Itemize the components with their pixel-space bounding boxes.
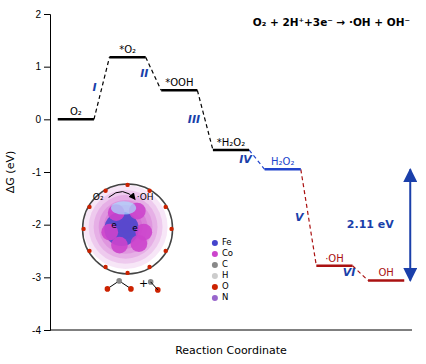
inset-dot xyxy=(169,227,173,231)
inset-dot xyxy=(125,183,129,187)
element-label: H xyxy=(222,270,228,280)
y-tick-label: 2 xyxy=(35,9,41,20)
level-label: *OOH xyxy=(165,77,193,88)
inset-text: e xyxy=(132,223,138,233)
element-swatch xyxy=(212,273,218,279)
inset-shell xyxy=(89,190,163,264)
element-swatch xyxy=(212,295,218,301)
element-label: N xyxy=(222,292,228,302)
inset-atom xyxy=(128,286,134,292)
y-tick-label: -1 xyxy=(32,167,41,178)
element-swatch xyxy=(212,240,218,246)
element-swatch xyxy=(212,262,218,268)
level-label: *O₂ xyxy=(119,44,136,55)
level xyxy=(109,56,145,59)
inset-sphere xyxy=(111,237,128,254)
level-label: H₂O₂ xyxy=(271,156,294,167)
inset-sphere xyxy=(131,235,148,252)
y-tick-mark xyxy=(44,119,50,120)
labels: O₂*O₂*OOH*H₂O₂H₂O₂·OHOHIIIIIIIVVVI2.11 e… xyxy=(70,16,410,280)
y-tick-mark xyxy=(44,14,50,15)
inset-dot xyxy=(87,249,91,253)
element-label: Co xyxy=(222,248,233,258)
y-tick: -1 xyxy=(32,167,50,178)
level xyxy=(161,89,197,92)
y-tick: -2 xyxy=(32,219,50,230)
inset-text: O₂ xyxy=(93,192,104,202)
y-tick-label: -4 xyxy=(32,325,41,336)
level xyxy=(213,149,249,152)
inset-shell xyxy=(84,185,168,269)
inset-dot xyxy=(125,271,129,275)
y-tick: 2 xyxy=(35,9,50,20)
x-axis-title: Reaction Coordinate xyxy=(175,344,287,357)
inset-atom xyxy=(105,286,111,292)
step-label: VI xyxy=(343,266,356,279)
inset-cage xyxy=(83,184,173,274)
level xyxy=(368,279,404,282)
inset-bond xyxy=(151,282,158,290)
y-tick-label: -3 xyxy=(32,272,41,283)
element-swatch xyxy=(212,251,218,257)
marks xyxy=(58,57,404,280)
element-label: C xyxy=(222,259,228,269)
inset-dot xyxy=(147,265,151,269)
inset-text: ·OH xyxy=(137,192,154,202)
y-tick-label: 1 xyxy=(35,61,41,72)
inset-dot xyxy=(81,227,85,231)
inset-glow xyxy=(111,201,136,214)
inset-text: + xyxy=(139,277,148,290)
y-tick-label: 0 xyxy=(35,114,41,125)
y-tick: -4 xyxy=(32,325,50,336)
inset-atom xyxy=(116,278,122,284)
step-label: III xyxy=(188,113,200,126)
x-axis-line xyxy=(50,330,412,331)
gap-arrow xyxy=(409,169,411,280)
inset-dot xyxy=(163,249,167,253)
gap-label: 2.11 eV xyxy=(347,218,394,231)
step-label: IV xyxy=(239,153,253,166)
inset-dot xyxy=(103,265,107,269)
level-label: *H₂O₂ xyxy=(217,137,245,148)
chart: -4 -3 -2 -1 0 1 2 Reaction Coordinate ΔG (eV) O₂ *… xyxy=(0,0,426,364)
level-label: OH xyxy=(378,267,393,278)
y-tick-mark xyxy=(44,330,50,331)
inset-shell xyxy=(99,200,153,254)
element-label: O xyxy=(222,281,229,291)
y-tick-mark xyxy=(44,225,50,226)
inset-text: e xyxy=(111,220,117,230)
inset-dot xyxy=(163,205,167,209)
step-label: V xyxy=(295,211,305,224)
y-axis: -4 -3 -2 -1 0 1 2 xyxy=(32,9,50,336)
y-tick: 0 xyxy=(35,114,50,125)
plot: -4 -3 -2 -1 0 1 2 Reaction Coordinate ΔG (eV) O₂ *… xyxy=(4,9,412,357)
element-swatch xyxy=(212,284,218,290)
level xyxy=(58,118,94,121)
level xyxy=(265,168,301,171)
y-tick: -3 xyxy=(32,272,50,283)
y-tick-mark xyxy=(44,172,50,173)
inset-dot xyxy=(87,205,91,209)
level-label: O₂ xyxy=(70,106,82,117)
element-label: Fe xyxy=(222,237,232,247)
y-tick-mark xyxy=(44,277,50,278)
y-tick-mark xyxy=(44,67,50,68)
inset-arrow xyxy=(109,192,135,200)
inset-shell xyxy=(94,195,158,259)
y-axis-line xyxy=(44,15,51,331)
y-tick-label: -2 xyxy=(32,219,41,230)
inset-dot xyxy=(103,189,107,193)
inset: O₂ ·OH e e + FeCoCHON xyxy=(81,183,233,303)
y-axis-title: ΔG (eV) xyxy=(4,151,17,193)
equation: O₂ + 2H⁺+3e⁻ → ·OH + OH⁻ xyxy=(253,16,410,28)
step-label: I xyxy=(93,81,97,94)
level-label: ·OH xyxy=(325,253,344,264)
y-tick: 1 xyxy=(35,61,50,72)
step-label: II xyxy=(140,67,148,80)
